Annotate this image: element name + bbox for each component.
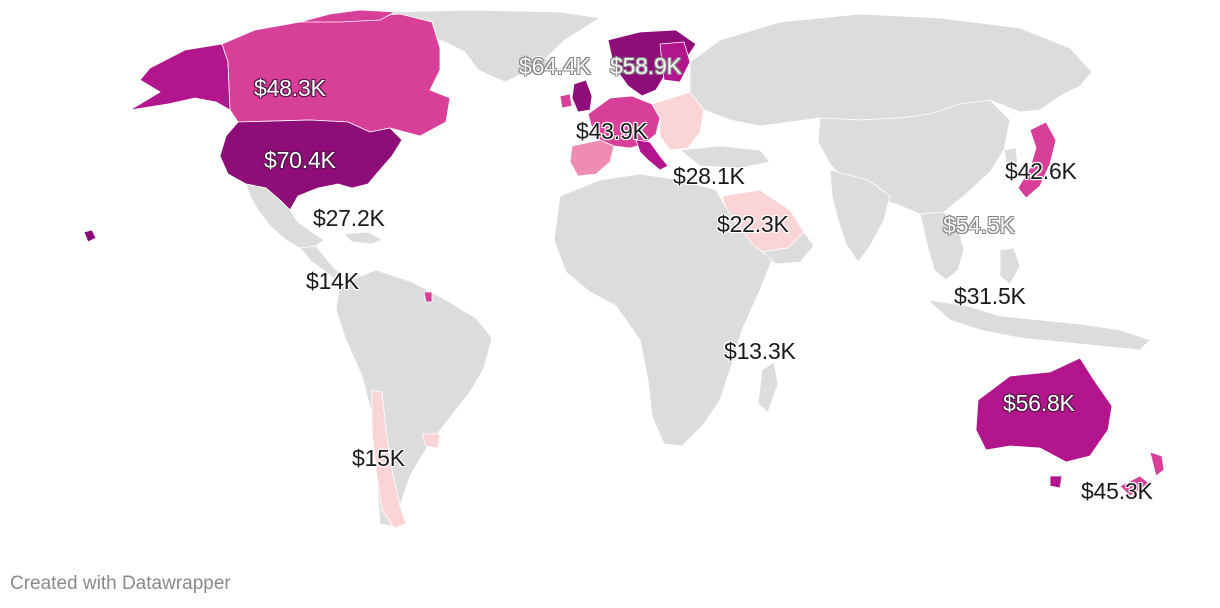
region-turkey <box>679 145 771 169</box>
region-chile <box>371 389 407 529</box>
region-mexico <box>245 183 325 249</box>
region-iceland <box>519 55 553 71</box>
label-southeast-asia: $31.5K <box>954 283 1026 309</box>
label-japan: $42.6K <box>1005 158 1077 184</box>
region-western-europe <box>587 95 661 149</box>
region-alaska <box>129 43 231 111</box>
region-tasmania <box>1049 475 1063 489</box>
region-iberia <box>569 139 615 177</box>
label-south-africa: $13.3K <box>724 338 796 364</box>
label-europe: $43.9K <box>576 118 648 144</box>
label-chile: $15K <box>352 445 405 471</box>
region-australia <box>975 357 1113 463</box>
region-ireland <box>559 93 573 109</box>
label-uk: $64.4K <box>519 53 591 79</box>
region-indonesia <box>927 299 1151 351</box>
label-canada: $48.3K <box>254 75 326 101</box>
region-uruguay <box>421 433 441 449</box>
label-usa: $70.4K <box>264 147 336 173</box>
label-australia: $56.8K <box>1003 390 1075 416</box>
region-philippines <box>999 247 1021 285</box>
region-russia <box>689 13 1093 127</box>
label-central-america: $14K <box>306 268 359 294</box>
world-map <box>83 9 1165 529</box>
region-madagascar <box>757 361 779 413</box>
region-africa <box>553 173 773 447</box>
label-mexico: $27.2K <box>313 205 385 231</box>
region-finland <box>659 41 691 83</box>
region-japan <box>1017 121 1057 199</box>
region-india <box>829 169 891 263</box>
label-east-med: $28.1K <box>673 163 745 189</box>
region-korea <box>1003 147 1019 175</box>
region-french-guiana <box>423 291 433 303</box>
region-eastern-europe <box>651 91 705 151</box>
label-new-zealand: $45.3K <box>1081 478 1153 504</box>
label-scandinavia: $58.9K <box>610 53 682 79</box>
region-new-zealand <box>1119 451 1165 497</box>
region-hawaii <box>83 229 97 243</box>
datawrapper-credit: Created with Datawrapper <box>10 573 231 594</box>
region-italy <box>635 139 669 171</box>
region-uk <box>571 79 593 113</box>
region-south-america <box>335 269 493 527</box>
region-central-america <box>299 245 345 283</box>
region-southeast-asia <box>919 211 965 281</box>
region-arabia-rest <box>759 231 815 265</box>
region-canada-islands <box>299 9 396 23</box>
label-hong-kong: $54.5K <box>943 212 1015 238</box>
region-caribbean <box>343 231 383 245</box>
label-saudi: $22.3K <box>717 211 789 237</box>
